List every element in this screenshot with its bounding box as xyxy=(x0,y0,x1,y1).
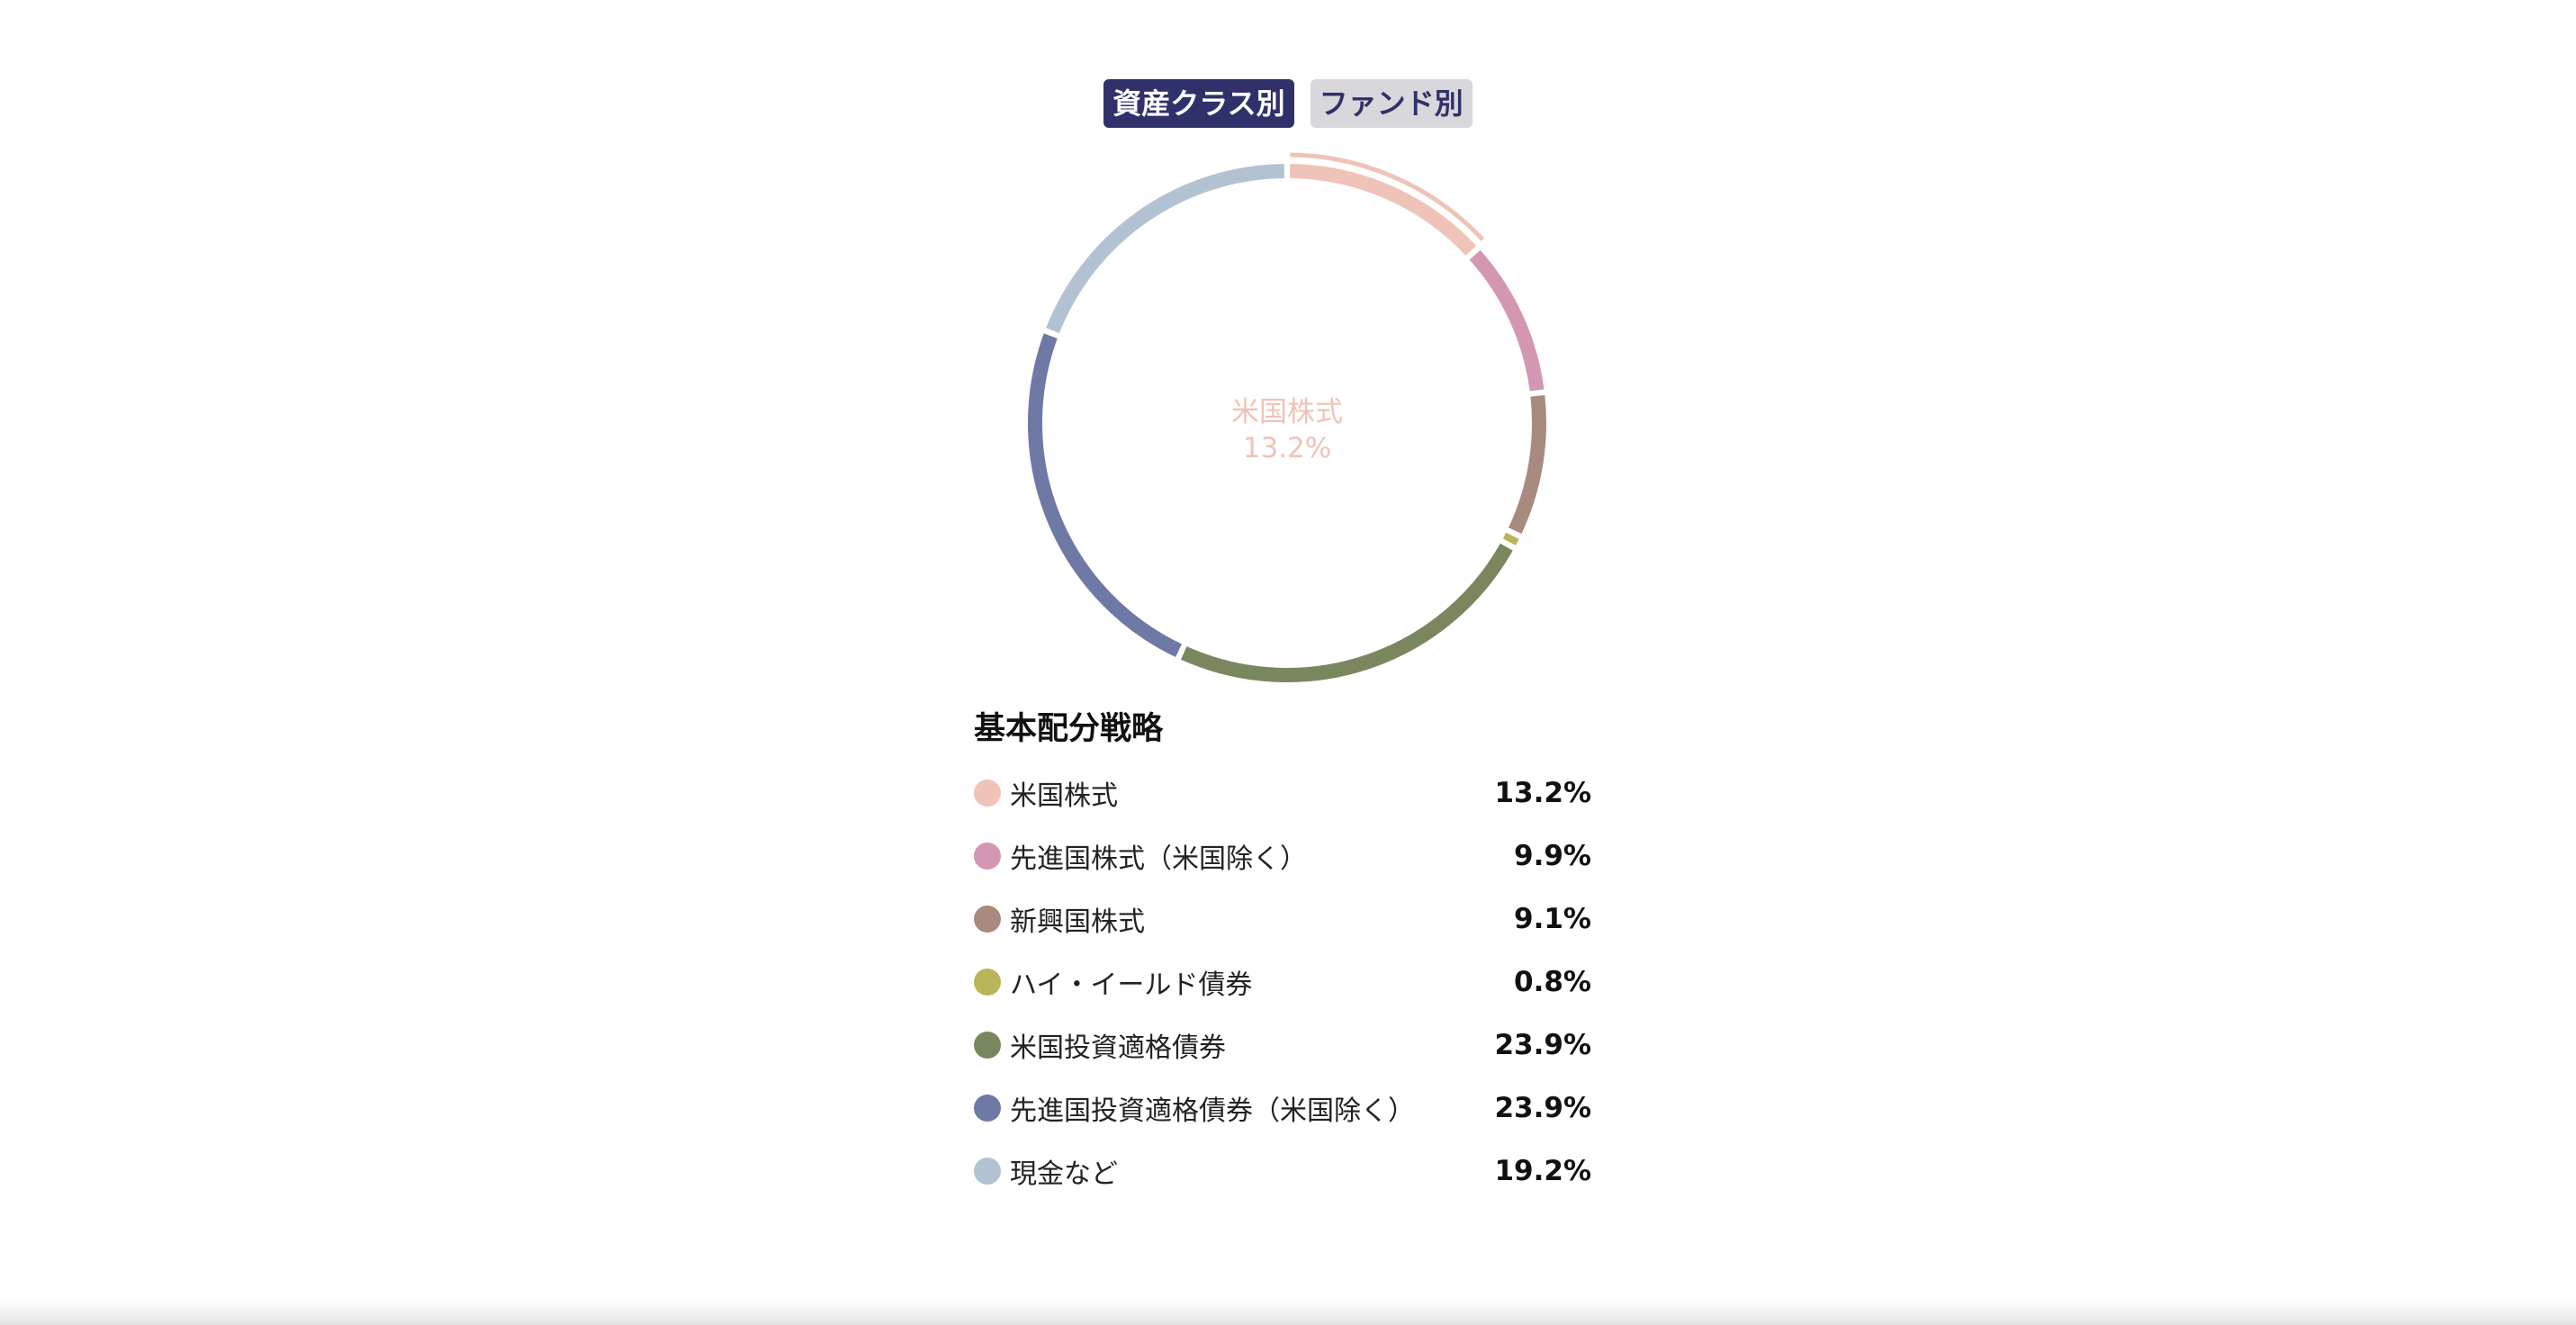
legend-value: 13.2% xyxy=(1494,777,1591,809)
center-label: 米国株式 xyxy=(1231,396,1343,428)
legend-label: 新興国株式 xyxy=(1010,906,1145,938)
legend-item[interactable]: ハイ・イールド債券 0.8% xyxy=(974,951,1591,1014)
tab-fund[interactable]: ファンド別 xyxy=(1310,79,1473,128)
legend-label: 先進国投資適格債券（米国除く） xyxy=(1010,1095,1415,1127)
legend-item[interactable]: 現金など 19.2% xyxy=(974,1140,1591,1203)
legend-swatch xyxy=(974,906,1001,933)
legend-swatch xyxy=(974,843,1001,870)
legend-item[interactable]: 米国株式 13.2% xyxy=(974,762,1591,825)
legend-swatch xyxy=(974,1032,1001,1059)
donut-highlight-ring xyxy=(1290,152,1485,241)
footer-edge xyxy=(0,1302,2576,1325)
legend-value: 19.2% xyxy=(1494,1155,1591,1187)
legend: 基本配分戦略 米国株式 13.2% 先進国株式（米国除く） 9.9% 新興国株式 9.1%… xyxy=(974,709,1591,1203)
legend-label: ハイ・イールド債券 xyxy=(1010,969,1253,1001)
legend-swatch xyxy=(974,780,1001,807)
donut-segment-6[interactable] xyxy=(1028,333,1182,657)
legend-label: 先進国株式（米国除く） xyxy=(1010,843,1307,875)
donut-segment-1[interactable] xyxy=(1290,164,1477,257)
donut-segment-5[interactable] xyxy=(1180,543,1513,682)
legend-label: 米国株式 xyxy=(1010,780,1118,812)
donut-segment-4[interactable] xyxy=(1502,532,1519,545)
legend-rows: 米国株式 13.2% 先進国株式（米国除く） 9.9% 新興国株式 9.1% ハイ・イールド… xyxy=(974,762,1591,1203)
legend-value: 9.1% xyxy=(1514,903,1591,935)
legend-item[interactable]: 先進国投資適格債券（米国除く） 23.9% xyxy=(974,1077,1591,1140)
view-toggle: 資産クラス別 ファンド別 xyxy=(0,79,2576,128)
legend-item[interactable]: 新興国株式 9.1% xyxy=(974,888,1591,951)
donut-chart: 米国株式 13.2% xyxy=(1028,152,1546,682)
donut-segment-2[interactable] xyxy=(1469,249,1545,392)
legend-swatch xyxy=(974,1158,1001,1185)
legend-value: 9.9% xyxy=(1514,840,1591,872)
donut-segment-3[interactable] xyxy=(1508,394,1546,534)
legend-value: 23.9% xyxy=(1494,1092,1591,1124)
center-value: 13.2% xyxy=(1243,432,1331,464)
legend-value: 23.9% xyxy=(1494,1029,1591,1061)
donut-segment-7[interactable] xyxy=(1046,164,1284,334)
legend-title: 基本配分戦略 xyxy=(974,711,1164,747)
legend-value: 0.8% xyxy=(1514,966,1591,998)
legend-label: 米国投資適格債券 xyxy=(1010,1032,1226,1064)
legend-swatch xyxy=(974,969,1001,996)
legend-swatch xyxy=(974,1095,1001,1122)
tab-asset-class[interactable]: 資産クラス別 xyxy=(1103,79,1294,128)
legend-item[interactable]: 米国投資適格債券 23.9% xyxy=(974,1014,1591,1077)
legend-label: 現金など xyxy=(1010,1158,1118,1190)
legend-item[interactable]: 先進国株式（米国除く） 9.9% xyxy=(974,825,1591,888)
